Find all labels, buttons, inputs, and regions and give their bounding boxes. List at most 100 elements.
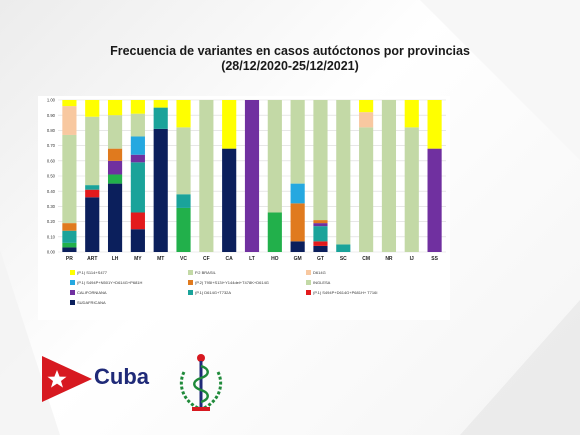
bar-segment xyxy=(404,127,419,252)
legend-item: CALIFORNIANA xyxy=(70,290,107,295)
bar-segment xyxy=(62,134,77,224)
x-tick-label: ART xyxy=(87,256,97,262)
medical-emblem-icon xyxy=(179,354,223,411)
cuba-flag-icon xyxy=(42,356,92,402)
bar-segment xyxy=(153,100,168,108)
bar-segment xyxy=(176,100,191,128)
stacked-bar-chart: 0.00 0.10 0.20 0.30 0.40 0.50 0.60 0.70 0.80 0.90… xyxy=(38,96,450,322)
bar-segment xyxy=(62,247,77,252)
bar-segment xyxy=(313,226,328,242)
legend-label: SUDAFRICANA xyxy=(77,300,106,305)
legend-swatch xyxy=(70,280,75,285)
x-tick-label: NR xyxy=(385,256,393,262)
y-tick-label: 0.90 xyxy=(47,113,56,118)
x-tick-label: IJ xyxy=(410,256,414,262)
legend-item: SUDAFRICANA xyxy=(70,300,106,305)
legend-swatch xyxy=(188,270,193,275)
bar-segment xyxy=(107,174,123,184)
bar-segment xyxy=(313,223,328,227)
bar-segment xyxy=(222,148,237,252)
y-tick-label: 1.00 xyxy=(47,98,56,103)
legend-swatch xyxy=(188,280,193,285)
x-tick-label: LH xyxy=(112,256,119,262)
bar-segment xyxy=(359,127,374,252)
bar-segment xyxy=(130,113,145,137)
legend-label: (P.1) S494P+N501Y+D614G+P681H xyxy=(77,280,143,285)
legend-item: P.2 BRASIL xyxy=(188,270,216,275)
y-tick-label: 0.50 xyxy=(47,174,56,179)
x-tick-label: GM xyxy=(294,256,302,262)
legend-label: D614G xyxy=(313,270,326,275)
bar-segment xyxy=(153,107,168,129)
legend-item: (P.2) T95I+S13I+Y144del+T478K+D614G xyxy=(188,280,269,285)
bar-segment xyxy=(130,212,145,230)
bar-segment xyxy=(427,148,442,252)
legend-swatch xyxy=(70,300,75,305)
bar-segment xyxy=(130,154,145,163)
x-tick-label: SC xyxy=(340,256,347,262)
chart-svg: 0.00 0.10 0.20 0.30 0.40 0.50 0.60 0.70 0.80 0.90… xyxy=(38,96,450,320)
y-tick-label: 0.80 xyxy=(47,128,56,133)
bar-segment xyxy=(85,189,100,198)
legend-label: (P.1) S494P+D614G+P681H+ T716I xyxy=(313,290,378,295)
y-tick-label: 0.10 xyxy=(47,234,56,239)
bar-segment xyxy=(85,116,100,186)
bar-segment xyxy=(107,115,123,149)
bar-segment xyxy=(267,212,282,252)
y-tick-label: 0.40 xyxy=(47,189,56,194)
bar-segment xyxy=(62,106,77,135)
x-tick-label: HO xyxy=(271,256,279,262)
bar-segment xyxy=(267,100,282,213)
legend-swatch xyxy=(70,290,75,295)
bar-segment xyxy=(62,223,77,231)
legend-swatch xyxy=(306,290,311,295)
bar-segment xyxy=(176,207,191,252)
x-tick-label: GT xyxy=(317,256,324,262)
bar-segment xyxy=(313,241,328,246)
y-tick-label: 0.70 xyxy=(47,143,56,148)
legend-label: (P.1) D614G+T732A xyxy=(195,290,232,295)
bar-segment xyxy=(176,127,191,195)
bar-segment xyxy=(130,162,145,213)
bar-segment xyxy=(62,230,77,243)
legend-item: D614G xyxy=(306,270,326,275)
bar-segment xyxy=(85,185,100,190)
legend-label: P.2 BRASIL xyxy=(195,270,216,275)
bar-segment xyxy=(381,100,397,252)
bar-segment xyxy=(130,136,145,155)
bar-segment xyxy=(359,112,374,128)
x-tick-label: VC xyxy=(180,256,187,262)
bar-segment xyxy=(290,203,305,242)
bar-segment xyxy=(359,100,374,113)
x-tick-label: CF xyxy=(203,256,210,262)
legend-swatch xyxy=(306,280,311,285)
legend-item: (P.1) S494P+N501Y+D614G+P681H xyxy=(70,280,142,285)
bar-segment xyxy=(336,100,351,245)
bar-segment xyxy=(130,100,145,114)
bar-segment xyxy=(313,245,328,252)
x-tick-label: MT xyxy=(157,256,164,262)
y-tick-label: 0.30 xyxy=(47,204,56,209)
bar-segment xyxy=(130,229,145,252)
x-tick-label: CM xyxy=(362,256,370,262)
legend-label: (P.2) T95I+S13I+Y144del+T478K+D614G xyxy=(195,280,269,285)
bar-segment xyxy=(290,100,305,184)
bar-segment xyxy=(107,183,123,252)
bar-segment xyxy=(244,100,260,252)
bar-segment xyxy=(427,100,442,149)
y-tick-label: 0.60 xyxy=(47,158,56,163)
bar-segment xyxy=(290,241,305,252)
bar-segment xyxy=(85,100,100,117)
chart-background xyxy=(38,96,450,320)
slide-date-range: (28/12/2020-25/12/2021) xyxy=(221,59,359,73)
legend-item: INGLESA xyxy=(306,280,330,285)
x-tick-label: MY xyxy=(134,256,142,262)
x-tick-label: SS xyxy=(431,256,438,262)
bar-segment xyxy=(153,128,168,252)
legend-item: (P.1) S494P+D614G+P681H+ T716I xyxy=(306,290,377,295)
x-tick-label: PR xyxy=(66,256,73,262)
bar-segment xyxy=(107,160,123,175)
slide-title: Frecuencia de variantes en casos autócto… xyxy=(110,44,470,58)
bar-segment xyxy=(85,197,100,252)
legend-swatch xyxy=(306,270,311,275)
